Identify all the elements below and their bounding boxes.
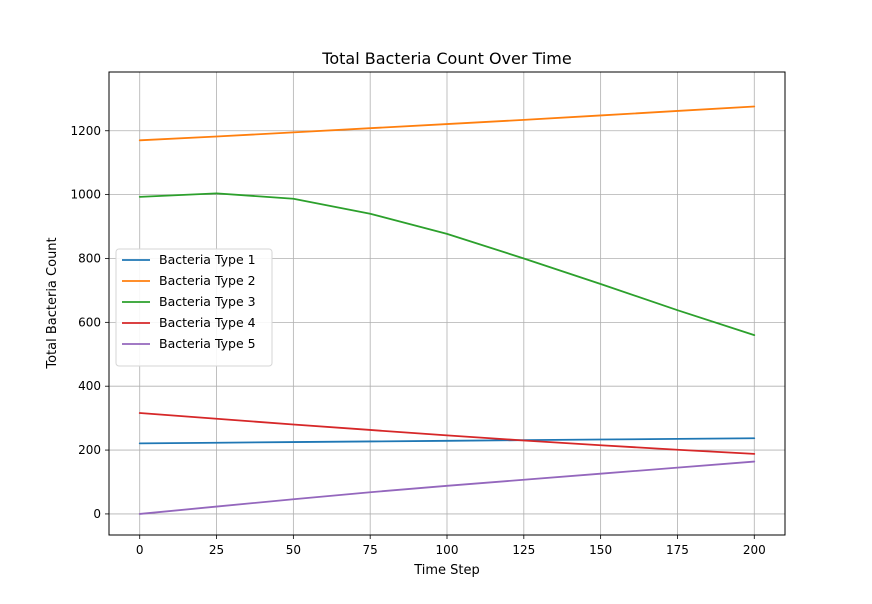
- legend-label-5: Bacteria Type 5: [159, 336, 256, 351]
- y-tick-label: 800: [78, 251, 101, 265]
- x-tick-label: 25: [209, 543, 224, 557]
- y-tick-label: 600: [78, 315, 101, 329]
- chart-title: Total Bacteria Count Over Time: [321, 49, 571, 68]
- y-tick-label: 1000: [70, 188, 101, 202]
- series-line-5: [138, 460, 756, 515]
- y-tick-label: 200: [78, 443, 101, 457]
- y-tick-label: 400: [78, 379, 101, 393]
- x-tick-label: 50: [286, 543, 301, 557]
- x-tick-label: 100: [436, 543, 459, 557]
- y-tick-label: 1200: [70, 124, 101, 138]
- x-tick-label: 150: [589, 543, 612, 557]
- y-axis-label: Total Bacteria Count: [45, 237, 60, 369]
- tick-layer: 0 25 50 75 100 125 150 175 200 0 200 400 600 800 1000 1…: [70, 124, 765, 557]
- legend-label-3: Bacteria Type 3: [159, 294, 256, 309]
- series-line-1: [138, 437, 756, 445]
- x-tick-label: 75: [363, 543, 378, 557]
- x-tick-label: 175: [666, 543, 689, 557]
- y-tick-label: 0: [93, 507, 101, 521]
- series-layer: [138, 105, 756, 515]
- legend-box: [115, 248, 273, 367]
- legend-label-1: Bacteria Type 1: [159, 252, 256, 267]
- series-line-4: [138, 412, 756, 455]
- legend-label-4: Bacteria Type 4: [159, 315, 256, 330]
- legend: Bacteria Type 1 Bacteria Type 2 Bacteria T…: [115, 248, 273, 367]
- x-tick-label: 125: [512, 543, 535, 557]
- series-line-2: [138, 105, 756, 142]
- legend-label-2: Bacteria Type 2: [159, 273, 256, 288]
- x-axis-label: Time Step: [413, 563, 480, 578]
- series-line-3: [138, 192, 756, 337]
- x-tick-label: 0: [136, 543, 144, 557]
- x-tick-label: 200: [743, 543, 766, 557]
